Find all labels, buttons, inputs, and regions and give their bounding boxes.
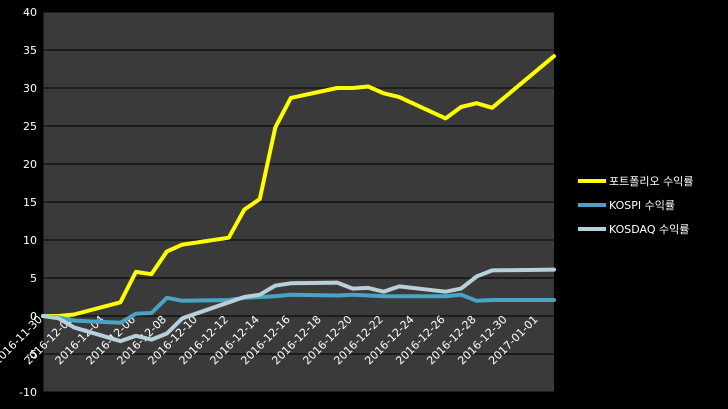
series-line [41, 54, 556, 318]
y-tick-label: 35 [23, 44, 37, 57]
legend-label: 포트폴리오 수익률 [609, 175, 693, 188]
legend-label: KOSDAQ 수익률 [609, 223, 689, 236]
y-tick-label: 25 [23, 120, 37, 133]
y-axis-ticks: -10 -5 0 5 10 15 20 25 30 35 40 [19, 6, 37, 399]
y-tick-label: 0 [30, 310, 37, 323]
y-tick-label: 5 [30, 272, 37, 285]
y-tick-label: 15 [23, 196, 37, 209]
series-line [41, 292, 556, 325]
y-tick-label: 10 [23, 234, 37, 247]
legend: 포트폴리오 수익률 KOSPI 수익률 KOSDAQ 수익률 [578, 175, 693, 236]
y-tick-label: 40 [23, 6, 37, 19]
y-tick-label: 30 [23, 82, 37, 95]
y-tick-label: 20 [23, 158, 37, 171]
y-tick-label: -10 [19, 386, 37, 399]
y-tick-label: -5 [26, 348, 37, 361]
series-lines [41, 54, 556, 344]
legend-label: KOSPI 수익률 [609, 199, 675, 212]
series-line [41, 267, 556, 344]
